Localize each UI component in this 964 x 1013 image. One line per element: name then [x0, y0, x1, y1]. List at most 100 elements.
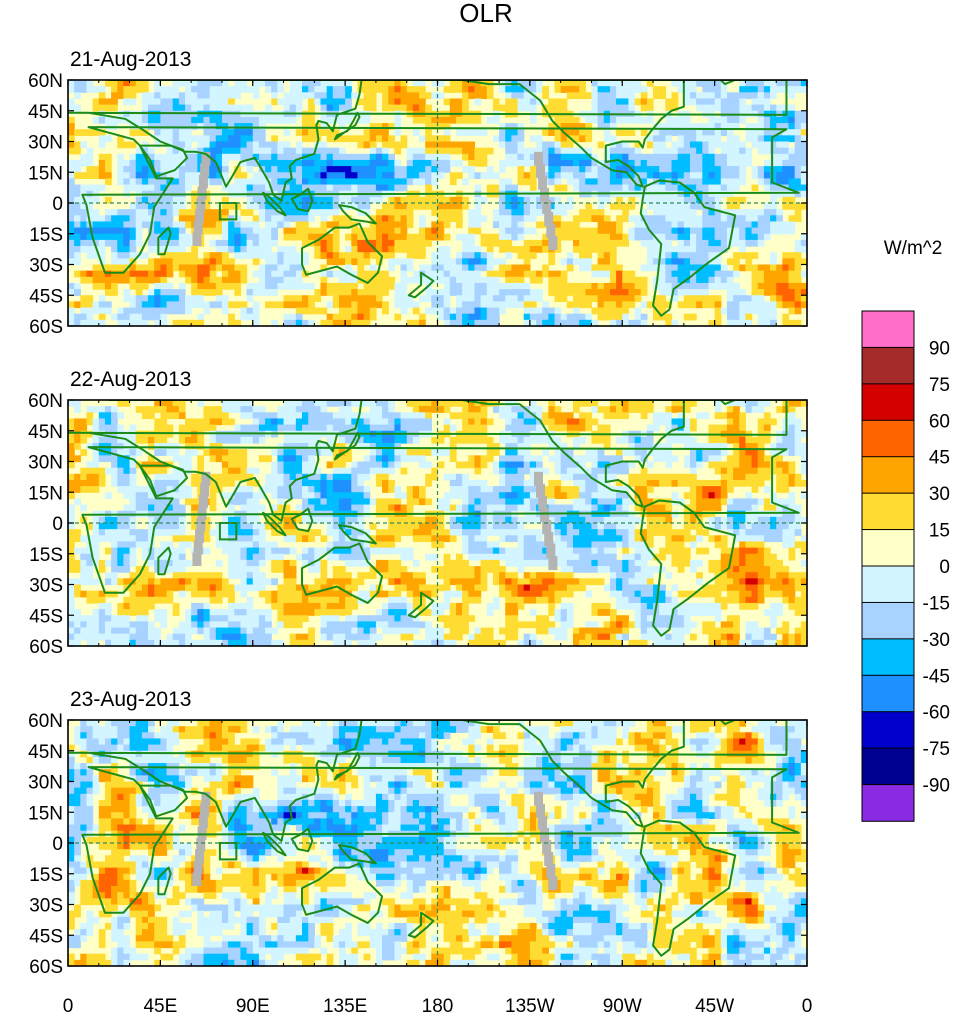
coastline: [639, 179, 737, 317]
olr-cell: [794, 430, 802, 438]
olr-cell: [536, 276, 543, 284]
olr-cell: [572, 282, 580, 290]
olr-cell: [258, 227, 266, 235]
olr-cell: [375, 443, 383, 450]
olr-cell: [554, 276, 562, 284]
olr-cell: [683, 418, 691, 426]
olr-cell: [172, 479, 180, 487]
olr-cell: [757, 319, 765, 326]
olr-cell: [659, 252, 666, 259]
olr-cell: [320, 215, 328, 223]
olr-cell: [221, 400, 229, 407]
olr-cell: [800, 135, 807, 143]
olr-cell: [332, 319, 340, 326]
olr-cell: [763, 412, 771, 420]
olr-cell: [739, 307, 747, 315]
olr-cell: [357, 295, 365, 302]
olr-cell: [178, 129, 186, 136]
olr-cell: [332, 98, 340, 106]
olr-cell: [265, 166, 272, 173]
olr-cell: [314, 307, 322, 315]
olr-cell: [338, 184, 346, 192]
olr-cell: [566, 233, 574, 241]
olr-cell: [185, 221, 192, 229]
olr-cell: [462, 92, 469, 100]
olr-cell: [726, 282, 734, 290]
olr-cell: [326, 104, 334, 112]
olr-cell: [659, 412, 666, 420]
olr-cell: [714, 172, 722, 179]
olr-cell: [486, 449, 494, 456]
olr-cell: [751, 227, 759, 235]
olr-cell: [117, 159, 125, 167]
olr-cell: [172, 246, 180, 253]
olr-cell: [689, 178, 697, 186]
olr-cell: [425, 289, 432, 296]
olr-cell: [794, 258, 802, 266]
olr-cell: [400, 295, 408, 302]
olr-cell: [745, 264, 753, 272]
olr-cell: [542, 412, 549, 420]
olr-cell: [455, 307, 463, 315]
olr-cell: [302, 252, 309, 259]
olr-cell: [517, 196, 525, 204]
olr-cell: [794, 86, 802, 93]
olr-cell: [277, 406, 285, 413]
olr-cell: [425, 159, 432, 167]
olr-cell: [228, 227, 235, 235]
olr-cell: [770, 282, 777, 290]
olr-cell: [117, 227, 125, 235]
olr-cell: [455, 233, 463, 241]
olr-cell: [277, 449, 285, 456]
olr-cell: [289, 184, 297, 192]
olr-cell: [597, 209, 605, 216]
olr-cell: [80, 473, 88, 481]
olr-cell: [708, 424, 716, 432]
olr-cell: [197, 473, 205, 481]
olr-cell: [326, 313, 334, 321]
olr-cell: [689, 473, 697, 481]
olr-cell: [320, 479, 328, 487]
olr-cell: [511, 264, 519, 272]
olr-cell: [74, 406, 81, 413]
olr-cell: [135, 239, 143, 247]
olr-cell: [745, 319, 753, 326]
olr-cell: [591, 239, 599, 247]
olr-cell: [160, 319, 168, 326]
olr-cell: [283, 246, 291, 253]
olr-cell: [683, 252, 691, 259]
olr-cell: [733, 221, 740, 229]
olr-cell: [579, 473, 586, 481]
olr-cell: [696, 80, 703, 87]
olr-cell: [104, 307, 112, 315]
olr-cell: [726, 289, 734, 296]
olr-cell: [160, 246, 168, 253]
olr-cell: [646, 80, 654, 87]
olr-cell: [566, 461, 574, 469]
olr-cell: [382, 92, 389, 100]
olr-cell: [585, 455, 593, 463]
olr-cell: [172, 209, 180, 216]
olr-cell: [172, 301, 180, 309]
olr-cell: [708, 196, 716, 204]
olr-cell: [560, 289, 568, 296]
olr-cell: [579, 436, 586, 444]
olr-cell: [560, 172, 568, 179]
olr-cell: [123, 258, 131, 266]
olr-cell: [683, 436, 691, 444]
olr-cell: [566, 449, 574, 456]
olr-cell: [585, 252, 593, 259]
olr-cell: [726, 406, 734, 413]
olr-cell: [554, 313, 562, 321]
olr-cell: [757, 141, 765, 149]
olr-cell: [572, 147, 580, 155]
olr-cell: [628, 473, 636, 481]
olr-cell: [314, 86, 322, 93]
olr-cell: [197, 443, 205, 450]
olr-cell: [603, 123, 611, 130]
olr-cell: [382, 215, 389, 223]
olr-cell: [683, 301, 691, 309]
olr-cell: [499, 282, 506, 290]
olr-cell: [431, 473, 439, 481]
olr-cell: [166, 252, 174, 259]
